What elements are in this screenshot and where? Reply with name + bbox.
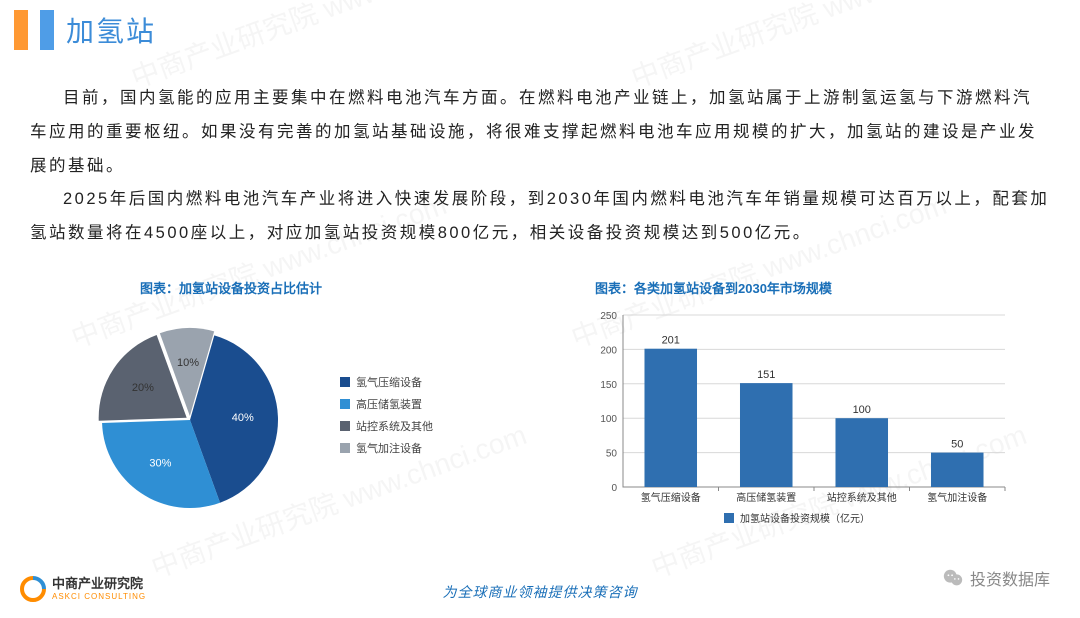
paragraph-2: 2025年后国内燃料电池汽车产业将进入快速发展阶段，到2030年国内燃料电池汽车… — [30, 183, 1050, 251]
y-tick-label: 200 — [600, 345, 617, 356]
legend-swatch — [340, 443, 350, 453]
pie-chart-title: 图表：加氢站设备投资占比估计 — [60, 278, 525, 297]
pie-chart: 40% 30% 20% 10% — [60, 305, 320, 525]
wechat-icon — [942, 567, 964, 589]
series-legend-swatch — [724, 513, 734, 523]
footer: 中商产业研究院 ASKCI CONSULTING 为全球商业领袖提供决策咨询 — [0, 582, 1080, 602]
legend-swatch — [340, 399, 350, 409]
accent-bar-blue — [40, 10, 54, 50]
legend-label: 站控系统及其他 — [356, 418, 433, 434]
y-tick-label: 50 — [606, 449, 618, 460]
legend-item: 氢气加注设备 — [340, 440, 433, 456]
x-tick-label: 氢气压缩设备 — [641, 491, 701, 504]
pie-slice-label: 40% — [232, 412, 254, 424]
bar-value-label: 151 — [757, 369, 775, 381]
legend-label: 高压储氢装置 — [356, 396, 422, 412]
footer-org-sub: ASKCI CONSULTING — [52, 592, 146, 601]
legend-label: 氢气加注设备 — [356, 440, 422, 456]
accent-bar-orange — [14, 10, 28, 50]
pie-chart-block: 图表：加氢站设备投资占比估计 40% 30% 20% 10% 氢气压缩设备高压储氢装置… — [60, 278, 525, 545]
bar-value-label: 50 — [951, 439, 963, 451]
pie-slice-label: 20% — [132, 382, 154, 394]
legend-item: 氢气压缩设备 — [340, 374, 433, 390]
bar-chart: 0 50 100 150 200 250 201 氢气压缩设备 151 高压储氢装置 100 站控系统… — [575, 305, 1015, 545]
bar-chart-title: 图表：各类加氢站设备到2030年市场规模 — [575, 278, 1040, 297]
x-tick-label: 站控系统及其他 — [827, 491, 897, 504]
pie-legend: 氢气压缩设备高压储氢装置站控系统及其他氢气加注设备 — [340, 368, 433, 462]
paragraph-1: 目前，国内氢能的应用主要集中在燃料电池汽车方面。在燃料电池产业链上，加氢站属于上… — [30, 82, 1050, 183]
wechat-label: 投资数据库 — [970, 566, 1050, 590]
footer-org-name: 中商产业研究院 — [52, 577, 146, 591]
y-tick-label: 0 — [611, 483, 617, 494]
x-tick-label: 氢气加注设备 — [927, 491, 987, 504]
page-header: 加氢站 — [14, 10, 156, 50]
bar — [835, 418, 888, 487]
legend-item: 站控系统及其他 — [340, 418, 433, 434]
logo-icon — [20, 576, 46, 602]
legend-label: 氢气压缩设备 — [356, 374, 422, 390]
bar — [740, 383, 793, 487]
page-title: 加氢站 — [66, 10, 156, 50]
footer-tagline: 为全球商业领袖提供决策咨询 — [443, 582, 638, 602]
bar-value-label: 201 — [662, 335, 680, 347]
pie-slice-label: 30% — [149, 458, 171, 470]
bar — [931, 453, 984, 487]
wechat-badge: 投资数据库 — [942, 566, 1050, 590]
y-tick-label: 250 — [600, 311, 617, 322]
y-tick-label: 150 — [600, 380, 617, 391]
bar — [644, 349, 697, 487]
legend-swatch — [340, 421, 350, 431]
series-legend-label: 加氢站设备投资规模（亿元） — [740, 512, 870, 525]
x-tick-label: 高压储氢装置 — [736, 491, 796, 504]
bar-chart-block: 图表：各类加氢站设备到2030年市场规模 0 50 100 150 200 250 201 氢… — [575, 278, 1040, 545]
y-tick-label: 100 — [600, 414, 617, 425]
footer-logo: 中商产业研究院 ASKCI CONSULTING — [20, 576, 146, 602]
body-text: 目前，国内氢能的应用主要集中在燃料电池汽车方面。在燃料电池产业链上，加氢站属于上… — [30, 82, 1050, 251]
bar-value-label: 100 — [853, 404, 871, 416]
charts-row: 图表：加氢站设备投资占比估计 40%30%20%10% 氢气压缩设备高压储氢装置… — [60, 278, 1040, 545]
pie-slice-label: 10% — [177, 357, 199, 369]
legend-item: 高压储氢装置 — [340, 396, 433, 412]
legend-swatch — [340, 377, 350, 387]
